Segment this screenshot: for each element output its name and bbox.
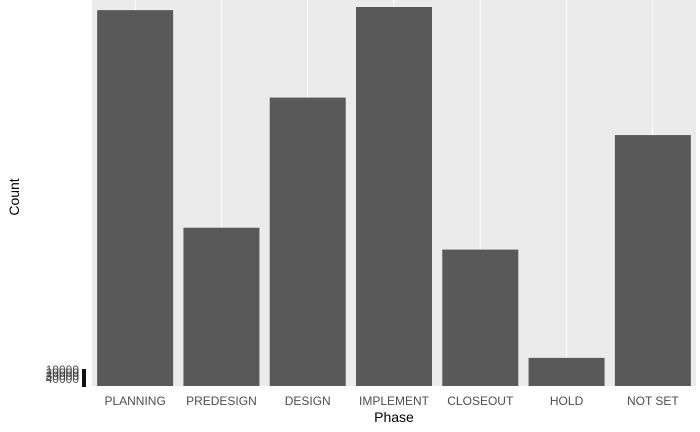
bar-predesign	[183, 227, 260, 386]
y-tick-label: 10000	[46, 363, 80, 377]
y-tick-label: 40000	[46, 372, 80, 386]
y-tick-label: 20000	[46, 366, 80, 380]
bar-design	[269, 97, 346, 386]
y-axis-tick-mark	[82, 369, 86, 387]
x-tick-label: PREDESIGN	[186, 394, 257, 408]
x-tick-label: CLOSEOUT	[447, 394, 514, 408]
bar-implement	[356, 7, 432, 386]
x-tick-label: PLANNING	[104, 394, 165, 408]
bars-layer	[97, 7, 691, 386]
y-axis-title: Count	[6, 178, 22, 215]
x-axis-title: Phase	[374, 409, 414, 425]
bar-not-set	[614, 135, 691, 386]
y-tick-label: 30000	[46, 369, 80, 383]
x-tick-label: DESIGN	[285, 394, 331, 408]
x-tick-layer: PLANNING PREDESIGN DESIGN IMPLEMENT CLOSEOUT…	[104, 394, 679, 408]
bar-hold	[528, 357, 605, 386]
x-tick-label: HOLD	[550, 394, 584, 408]
x-tick-label: IMPLEMENT	[359, 394, 430, 408]
bar-planning	[97, 10, 174, 386]
x-tick-label: NOT SET	[627, 394, 679, 408]
bar-closeout	[442, 249, 519, 386]
